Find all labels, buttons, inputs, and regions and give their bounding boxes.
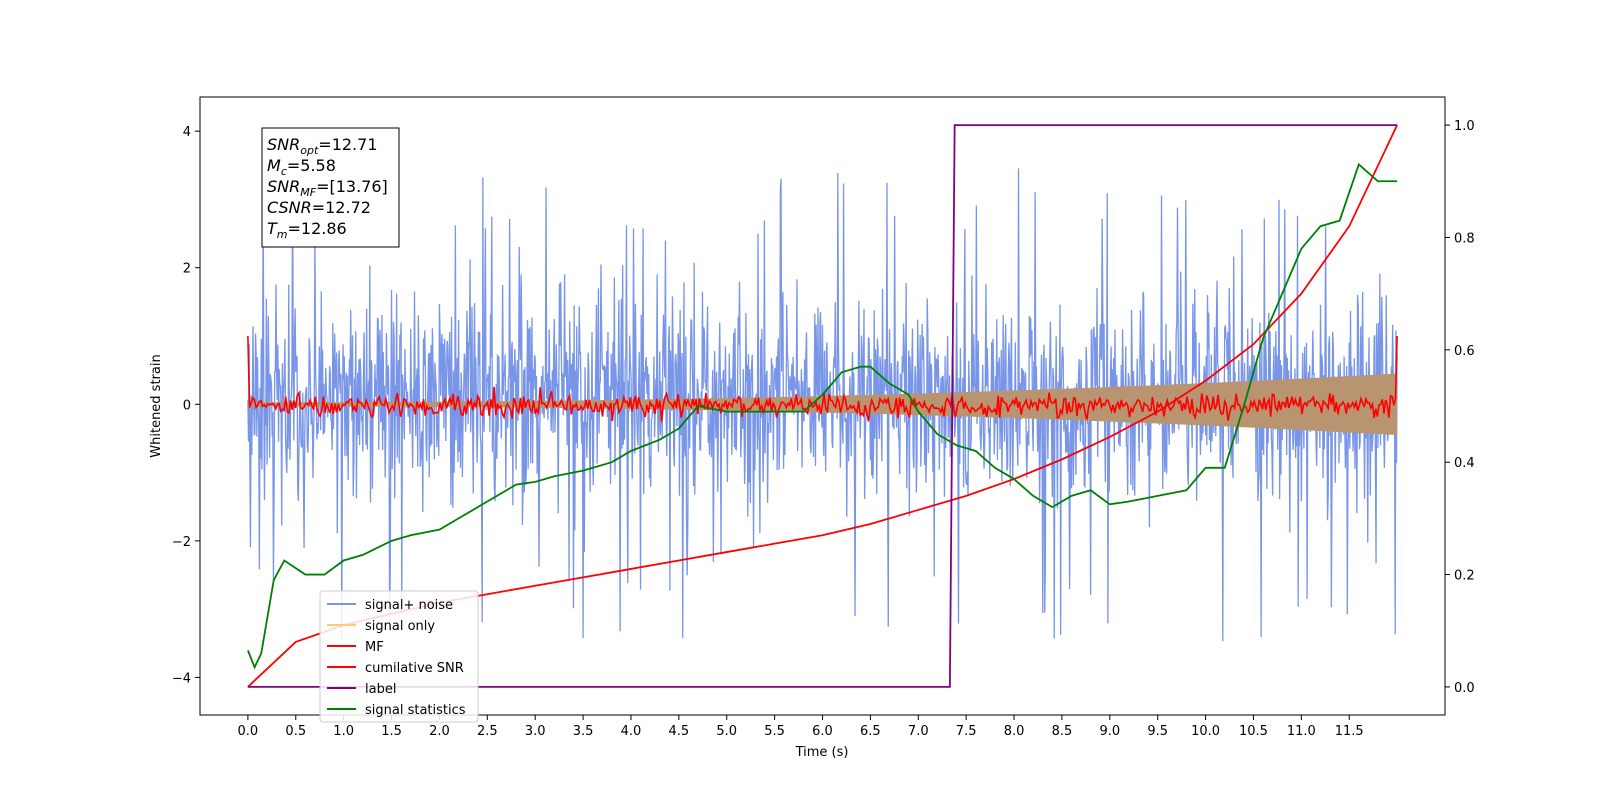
- x-tick-label: 0.5: [285, 724, 306, 739]
- x-tick-label: 4.0: [621, 724, 642, 739]
- legend-label: MF: [365, 640, 384, 655]
- legend-label: signal statistics: [365, 703, 466, 718]
- legend-label: label: [365, 682, 396, 697]
- axes: 0.0 0.5 1.0 1.5 2.0 2.5 3.0 3.5 4.0 4.5 5.0 5.5 6.0 6…: [172, 119, 1475, 739]
- legend: signal+ noise signal only MF cumilative SNR…: [319, 590, 479, 723]
- y-axis-label: Whitened strain: [149, 354, 164, 457]
- x-tick-label: 0.0: [238, 724, 259, 739]
- x-tick-label: 4.5: [669, 724, 690, 739]
- info-line: SNRMF=[13.76]: [267, 177, 388, 199]
- x-tick-label: 2.5: [477, 724, 498, 739]
- x-tick-label: 9.5: [1147, 724, 1168, 739]
- series-signal-statistics-line: [247, 162, 1398, 670]
- info-box-frame: [261, 127, 400, 248]
- series-label-line: [247, 124, 1398, 688]
- x-tick-label: 5.5: [764, 724, 785, 739]
- x-tick-label: 5.0: [716, 724, 737, 739]
- info-line: CSNR=12.72: [267, 198, 371, 217]
- series-mf-line: [247, 335, 1398, 422]
- x-axis-label: Time (s): [795, 745, 849, 760]
- x-tick-label: 11.5: [1335, 724, 1364, 739]
- info-line: Mc=5.58: [267, 156, 336, 178]
- x-tick-label: 3.5: [573, 724, 594, 739]
- x-tick-label: 6.0: [812, 724, 833, 739]
- info-line: SNRopt=12.71: [267, 135, 378, 157]
- y2-tick-label: 1.0: [1454, 119, 1475, 134]
- x-tick-label: 11.0: [1287, 724, 1316, 739]
- y-tick-label: 0: [183, 398, 191, 413]
- x-tick-label: 1.5: [381, 724, 402, 739]
- x-tick-label: 8.5: [1052, 724, 1073, 739]
- x-tick-label: 7.0: [908, 724, 929, 739]
- y2-tick-label: 0.0: [1454, 681, 1475, 696]
- x-tick-label: 1.0: [333, 724, 354, 739]
- series-signal-noise-line: [247, 168, 1398, 642]
- x-tick-label: 6.5: [860, 724, 881, 739]
- x-tick-label: 10.5: [1239, 724, 1268, 739]
- info-box: SNRopt=12.71Mc=5.58SNRMF=[13.76]CSNR=12.…: [261, 127, 400, 248]
- y-tick-label: 2: [183, 262, 191, 277]
- y2-tick-label: 0.2: [1454, 569, 1475, 584]
- legend-label: cumilative SNR: [365, 661, 464, 676]
- legend-label: signal+ noise: [365, 598, 453, 613]
- info-line: Tm=12.86: [267, 219, 347, 241]
- x-tick-label: 7.5: [956, 724, 977, 739]
- y-tick-label: −4: [172, 671, 191, 686]
- y-tick-label: −2: [172, 535, 191, 550]
- legend-label: signal only: [365, 619, 435, 634]
- x-tick-label: 10.0: [1191, 724, 1220, 739]
- x-tick-label: 8.0: [1004, 724, 1025, 739]
- y-tick-label: 4: [183, 125, 191, 140]
- y2-tick-label: 0.6: [1454, 344, 1475, 359]
- x-tick-label: 3.0: [525, 724, 546, 739]
- legend-frame: [319, 590, 479, 723]
- y2-tick-label: 0.4: [1454, 456, 1475, 471]
- x-tick-label: 9.0: [1099, 724, 1120, 739]
- y2-tick-label: 0.8: [1454, 231, 1475, 246]
- x-tick-label: 2.0: [429, 724, 450, 739]
